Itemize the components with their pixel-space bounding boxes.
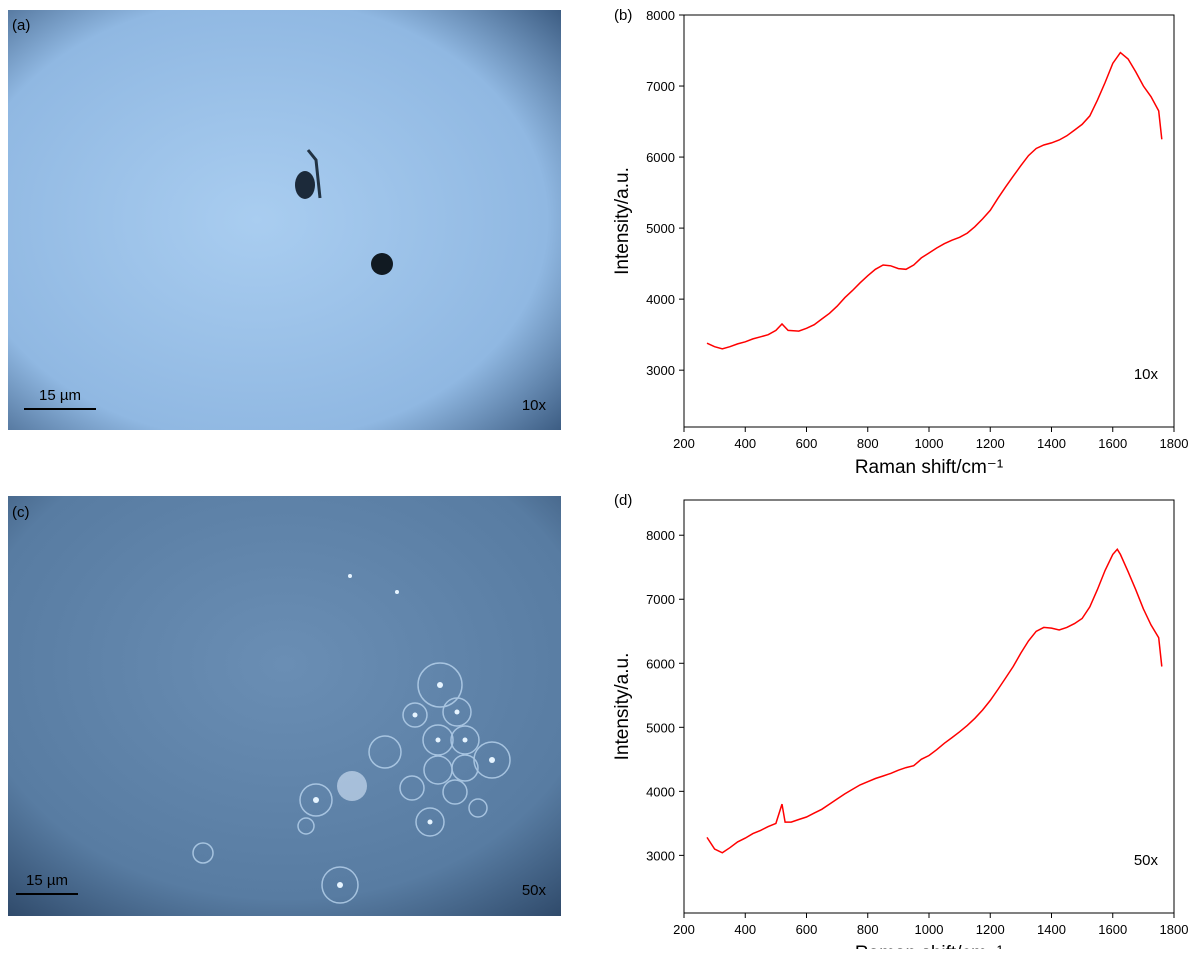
x-tick-label: 800 xyxy=(857,436,879,451)
x-tick-label: 600 xyxy=(796,922,818,937)
y-tick-label: 7000 xyxy=(646,592,675,607)
x-tick-label: 1600 xyxy=(1098,436,1127,451)
micrograph-c: (c) 15 µm 50x xyxy=(8,496,561,916)
x-axis-label: Raman shift/cm⁻¹ xyxy=(855,943,1003,949)
magnification: 10x xyxy=(522,397,547,414)
x-tick-label: 200 xyxy=(673,922,695,937)
y-tick-label: 5000 xyxy=(646,221,675,236)
y-axis-label: Intensity/a.u. xyxy=(612,653,633,761)
plot-frame xyxy=(684,15,1174,427)
y-tick-label: 8000 xyxy=(646,528,675,543)
x-tick-label: 1000 xyxy=(915,922,944,937)
y-tick-label: 7000 xyxy=(646,79,675,94)
spectrum-line xyxy=(707,549,1162,853)
x-tick-label: 1400 xyxy=(1037,922,1066,937)
x-tick-label: 1400 xyxy=(1037,436,1066,451)
y-tick-label: 6000 xyxy=(646,656,675,671)
panel-label: (c) xyxy=(12,504,30,521)
x-tick-label: 1600 xyxy=(1098,922,1127,937)
y-tick-label: 4000 xyxy=(646,292,675,307)
y-axis-label: Intensity/a.u. xyxy=(612,167,633,275)
panel-label: (a) xyxy=(12,17,30,34)
x-tick-label: 400 xyxy=(734,922,756,937)
x-tick-label: 600 xyxy=(796,436,818,451)
scale-bar-label: 15 µm xyxy=(26,872,68,889)
x-tick-label: 800 xyxy=(857,922,879,937)
x-tick-label: 400 xyxy=(734,436,756,451)
y-tick-label: 4000 xyxy=(646,784,675,799)
figure: (a) 15 µm 10x (c) 15 µm 50x 200 400 600 800… xyxy=(0,0,1200,949)
spectrum-line xyxy=(707,53,1162,349)
x-tick-label: 1800 xyxy=(1160,922,1189,937)
x-tick-label: 1800 xyxy=(1160,436,1189,451)
annotation: 50x xyxy=(1134,852,1159,869)
magnification: 50x xyxy=(522,882,547,899)
x-axis-label: Raman shift/cm⁻¹ xyxy=(855,457,1003,478)
x-tick-label: 1200 xyxy=(976,922,1005,937)
plot-frame xyxy=(684,500,1174,913)
y-tick-label: 8000 xyxy=(646,8,675,23)
x-tick-label: 1200 xyxy=(976,436,1005,451)
y-tick-label: 5000 xyxy=(646,720,675,735)
x-tick-label: 200 xyxy=(673,436,695,451)
annotation: 10x xyxy=(1134,366,1159,383)
y-tick-label: 3000 xyxy=(646,363,675,378)
y-tick-label: 3000 xyxy=(646,848,675,863)
micrograph-a: (a) 15 µm 10x xyxy=(8,10,561,430)
x-tick-label: 1000 xyxy=(915,436,944,451)
y-tick-label: 6000 xyxy=(646,150,675,165)
panel-label: (b) xyxy=(614,7,632,24)
panel-label: (d) xyxy=(614,492,632,509)
scale-bar-label: 15 µm xyxy=(39,387,81,404)
